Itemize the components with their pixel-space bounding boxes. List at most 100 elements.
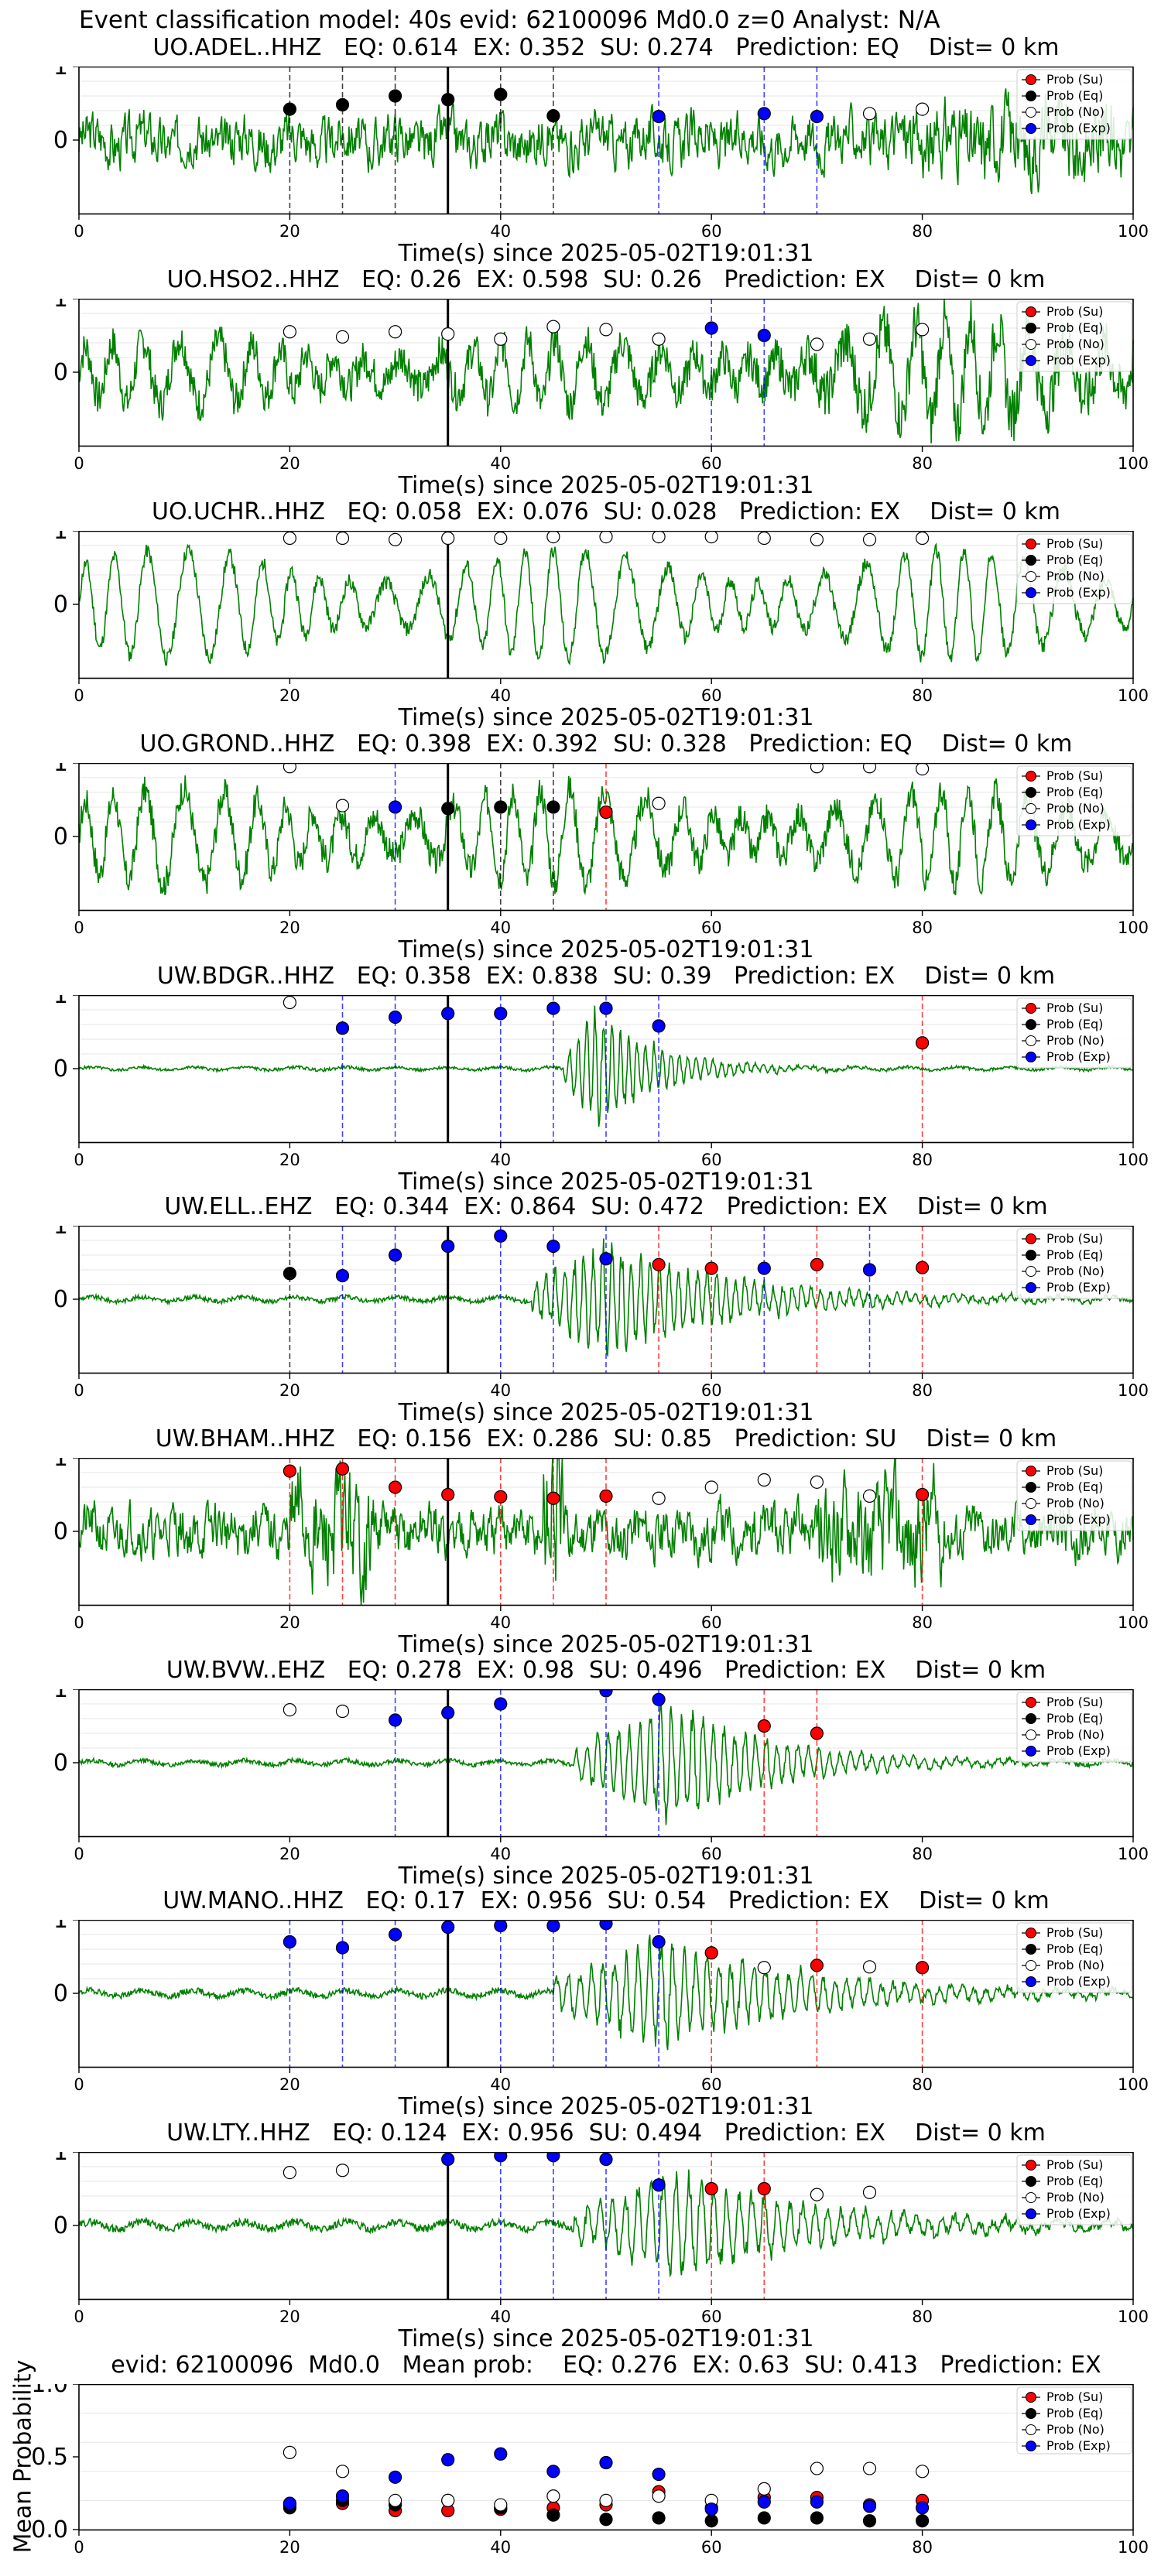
probability-point-exp: [335, 1268, 350, 1283]
mean-point-eq: [704, 2514, 718, 2528]
probability-point-su: [389, 1480, 402, 1494]
x-tick-label: 40: [490, 2538, 511, 2557]
legend-marker-eq: [1026, 555, 1036, 566]
legend-marker-su: [1026, 1697, 1036, 1708]
legend-marker-eq: [1026, 1482, 1036, 1493]
legend-marker-no: [1026, 1960, 1036, 1971]
station-panel: UW.BDGR..HHZ EQ: 0.358 EX: 0.838 SU: 0.3…: [0, 956, 1161, 1196]
waveform-trace: [78, 88, 1134, 194]
x-tick-label: 100: [1118, 2538, 1149, 2557]
legend-label-eq: Prob (Eq): [1046, 2406, 1103, 2420]
mean-point-eq: [652, 2511, 666, 2525]
panel-title: UW.BHAM..HHZ EQ: 0.156 EX: 0.286 SU: 0.8…: [155, 1425, 1057, 1452]
probability-point-exp: [599, 1920, 613, 1931]
x-tick-label: 60: [701, 454, 722, 473]
legend-marker-exp: [1026, 1052, 1036, 1062]
x-tick-label: 40: [490, 919, 511, 937]
x-tick-label: 60: [701, 1381, 722, 1400]
y-tick-label: 1: [53, 299, 68, 313]
y-tick-label: 0.0: [31, 2516, 68, 2544]
legend-marker-exp: [1026, 1746, 1036, 1757]
mean-point-no: [389, 2493, 402, 2507]
x-tick-label: 40: [490, 2075, 511, 2094]
x-tick-label: 80: [912, 1613, 933, 1632]
probability-point-eq: [441, 93, 455, 107]
y-tick-label: 0.5: [31, 2444, 68, 2471]
probability-point-su: [915, 1487, 930, 1502]
probability-point-su: [546, 1491, 560, 1505]
x-tick-label: 20: [279, 1613, 300, 1632]
y-tick-label: 0: [53, 1055, 68, 1083]
legend-label-no: Prob (No): [1046, 2190, 1104, 2205]
y-tick-label: 1: [53, 995, 68, 1009]
probability-point-no: [862, 1960, 877, 1974]
legend-marker-eq: [1026, 1250, 1036, 1261]
station-panel: UW.BHAM..HHZ EQ: 0.156 EX: 0.286 SU: 0.8…: [0, 1419, 1161, 1658]
mean-point-eq: [915, 2514, 930, 2528]
probability-point-no: [704, 1480, 718, 1494]
legend-label-eq: Prob (Eq): [1046, 1711, 1103, 1726]
probability-point-su: [757, 2181, 771, 2196]
legend-marker-eq: [1026, 2408, 1036, 2419]
legend-marker-su: [1026, 1003, 1036, 1014]
probability-point-no: [757, 1961, 771, 1975]
x-tick-label: 0: [74, 1151, 84, 1169]
x-tick-label: 60: [701, 1151, 722, 1169]
probability-point-no: [862, 107, 877, 121]
probability-point-exp: [546, 1001, 560, 1015]
legend-label-eq: Prob (Eq): [1046, 1941, 1103, 1956]
legend-label-exp: Prob (Exp): [1046, 2206, 1111, 2221]
station-panel: UO.UCHR..HHZ EQ: 0.058 EX: 0.076 SU: 0.0…: [0, 492, 1161, 731]
x-tick-label: 20: [279, 454, 300, 473]
legend-marker-su: [1026, 771, 1036, 782]
probability-point-exp: [652, 1935, 666, 1949]
probability-point-no: [652, 332, 666, 346]
legend-label-no: Prob (No): [1046, 104, 1104, 119]
x-tick-label: 60: [701, 2307, 722, 2326]
probability-point-exp: [704, 321, 718, 335]
probability-point-exp: [652, 2178, 666, 2192]
mean-point-no: [335, 2465, 350, 2479]
legend-label-eq: Prob (Eq): [1046, 320, 1103, 335]
x-tick-label: 0: [74, 1613, 84, 1632]
panel-title: UO.HSO2..HHZ EQ: 0.26 EX: 0.598 SU: 0.26…: [166, 266, 1046, 293]
x-tick-label: 20: [279, 2538, 300, 2557]
legend-label-su: Prob (Su): [1046, 2390, 1103, 2404]
legend-marker-exp: [1026, 819, 1036, 830]
probability-point-exp: [810, 109, 824, 124]
y-tick-label: 0: [53, 2212, 68, 2239]
probability-point-exp: [652, 109, 666, 124]
legend-marker-exp: [1026, 355, 1036, 366]
x-tick-label: 80: [912, 2307, 933, 2326]
y-tick-label: 0: [53, 1518, 68, 1545]
probability-point-su: [915, 1961, 930, 1975]
probability-point-su: [704, 1946, 718, 1960]
panel-title: UO.GROND..HHZ EQ: 0.398 EX: 0.392 SU: 0.…: [139, 730, 1073, 758]
probability-point-no: [389, 325, 402, 339]
x-tick-label: 100: [1118, 454, 1149, 473]
panel-title: UW.MANO..HHZ EQ: 0.17 EX: 0.956 SU: 0.54…: [163, 1887, 1050, 1914]
probability-point-exp: [652, 1019, 666, 1033]
probability-point-su: [335, 1462, 350, 1476]
legend-label-exp: Prob (Exp): [1046, 1049, 1111, 1064]
legend-label-su: Prob (Su): [1046, 1231, 1103, 1246]
x-tick-label: 40: [490, 2307, 511, 2326]
mean-point-no: [915, 2465, 930, 2479]
probability-point-no: [810, 532, 824, 546]
legend-label-exp: Prob (Exp): [1046, 585, 1111, 600]
mean-point-exp: [652, 2467, 666, 2482]
mean-point-no: [494, 2498, 508, 2512]
legend-marker-no: [1026, 1498, 1036, 1509]
waveform-trace: [78, 299, 1134, 444]
mean-probability-panel: evid: 62100096 Md0.0 Mean prob: EQ: 0.27…: [0, 2345, 1161, 2576]
probability-point-no: [757, 531, 771, 546]
probability-point-exp: [599, 1001, 613, 1015]
y-tick-label: 1: [53, 1458, 68, 1472]
x-tick-label: 100: [1118, 686, 1149, 705]
legend-label-exp: Prob (Exp): [1046, 2438, 1111, 2453]
mean-point-no: [757, 2482, 771, 2496]
probability-point-no: [915, 531, 930, 546]
legend-label-eq: Prob (Eq): [1046, 552, 1103, 567]
